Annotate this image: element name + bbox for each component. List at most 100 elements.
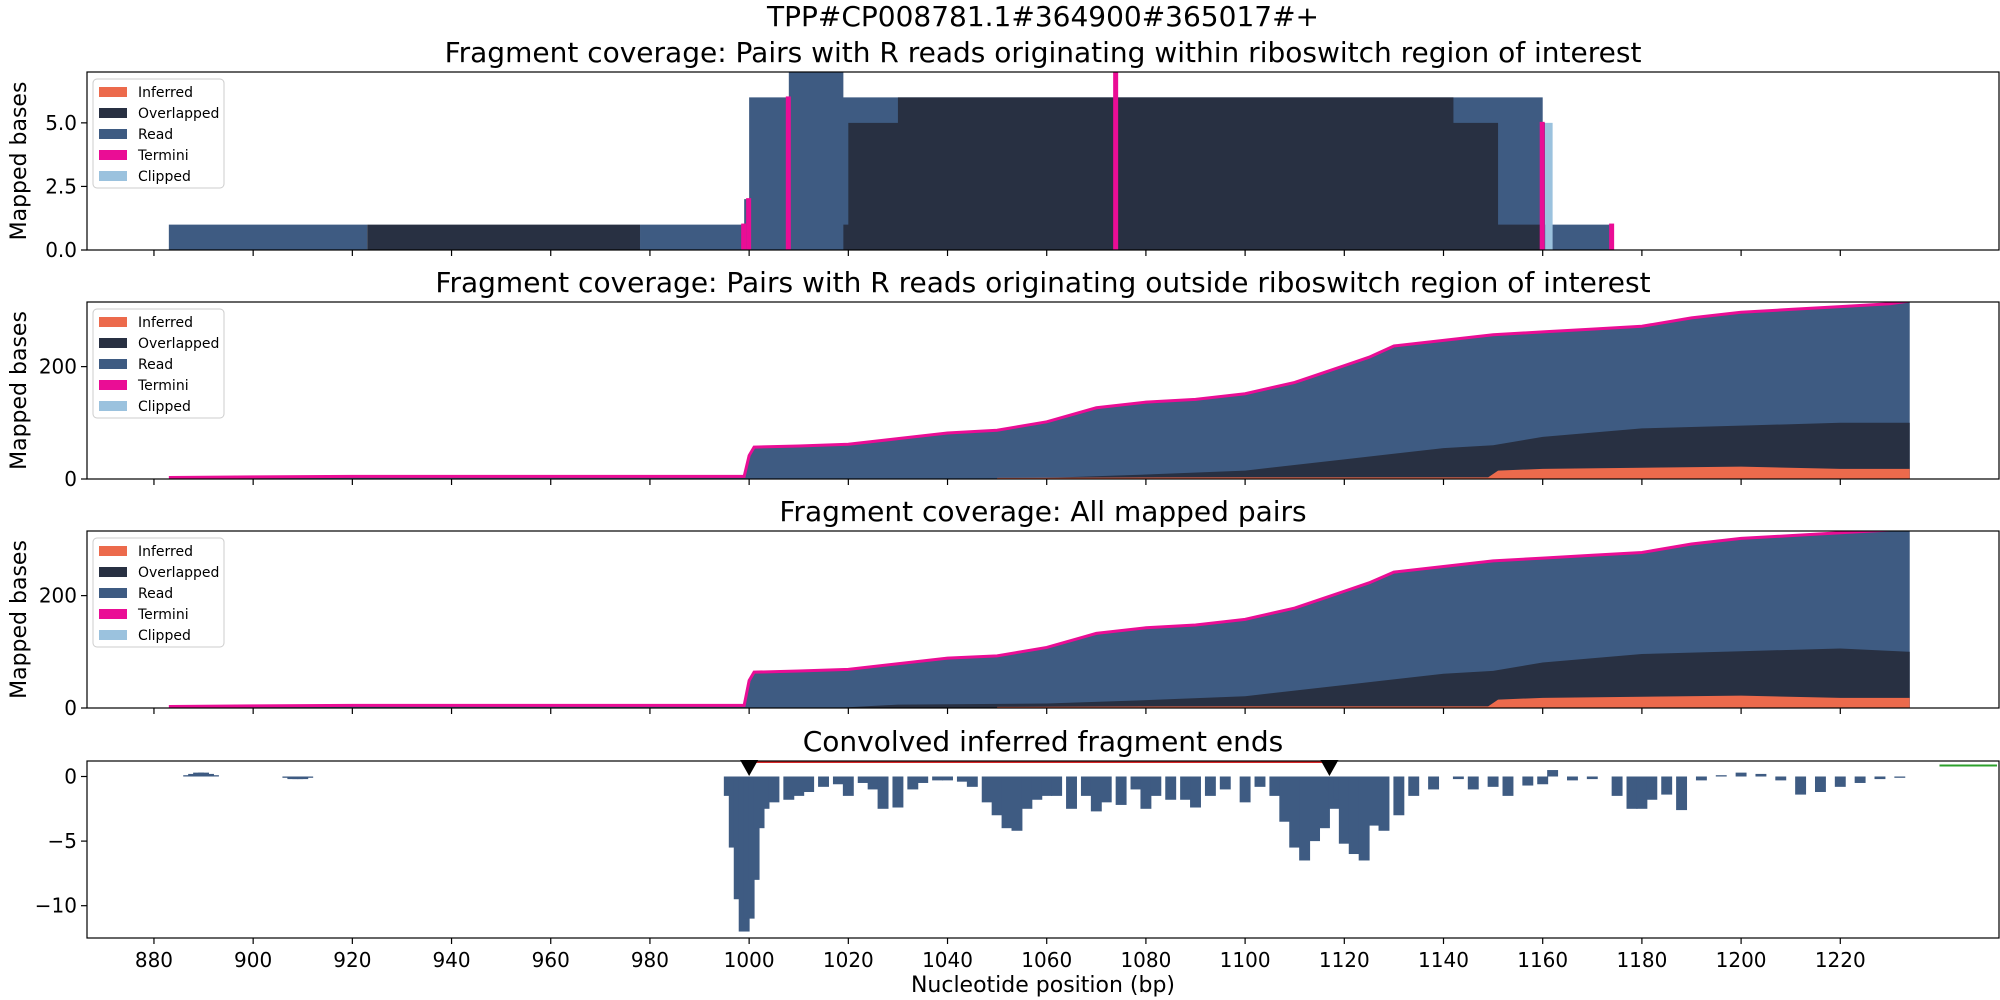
y-tick-label: 5.0 <box>45 111 77 135</box>
convolved-bar <box>966 776 978 787</box>
legend-frame <box>92 308 225 419</box>
y-tick-label: −10 <box>35 894 77 918</box>
legend-swatch-clipped <box>99 630 127 640</box>
plot-area <box>183 770 1906 932</box>
legend-swatch-termini <box>99 380 127 390</box>
convolved-bar <box>758 776 770 809</box>
legend-label-clipped: Clipped <box>138 169 191 185</box>
termini-mark <box>746 198 752 250</box>
convolved-bar <box>1452 776 1464 780</box>
convolved-bar <box>932 776 944 781</box>
convolved-bar <box>208 775 219 777</box>
series-overlapped <box>1046 422 1910 479</box>
legend-frame <box>92 537 225 648</box>
convolved-bar <box>818 776 829 787</box>
convolved-bar <box>1011 776 1023 831</box>
convolved-bar <box>1467 776 1479 790</box>
legend-swatch-clipped <box>99 171 127 181</box>
x-tick-label: 1040 <box>922 948 973 972</box>
figure-suptitle: TPP#CP008781.1#364900#365017#+ <box>766 0 1319 33</box>
x-tick-label: 1100 <box>1220 948 1271 972</box>
axes-frame <box>86 760 2000 939</box>
convolved-bar <box>1735 772 1747 777</box>
series-inferred <box>997 695 1910 708</box>
x-axis-label: Nucleotide position (bp) <box>911 973 1175 998</box>
convolved-bar <box>1309 776 1321 842</box>
convolved-bar <box>1814 776 1826 793</box>
termini-mark <box>1609 223 1615 250</box>
convolved-bar <box>1567 776 1578 781</box>
y-axis-label: Mapped bases <box>7 311 32 470</box>
y-tick-label: 0.0 <box>45 238 77 262</box>
convolved-bar <box>1031 776 1043 800</box>
panel-title: Fragment coverage: All mapped pairs <box>779 495 1306 528</box>
convolved-bar <box>1041 776 1053 796</box>
legend-label-clipped: Clipped <box>138 399 191 415</box>
convolved-bar <box>877 776 889 809</box>
y-tick-label: −5 <box>48 829 77 853</box>
series-overlapped <box>843 648 1910 708</box>
convolved-bar <box>832 776 844 785</box>
chart-panel-3: 0 200 Fragment coverage: All mapped pairs M… <box>7 495 2000 720</box>
convolved-bar <box>1279 776 1291 822</box>
y-tick-label: 200 <box>39 584 77 608</box>
convolved-bar <box>842 776 854 796</box>
legend-label-inferred: Inferred <box>138 315 193 331</box>
termini-edge <box>168 302 1910 479</box>
legend-swatch-read <box>99 588 127 598</box>
convolved-bar <box>1080 776 1092 796</box>
convolved-bar <box>1051 776 1063 796</box>
legend-label-inferred: Inferred <box>138 544 193 560</box>
convolved-bar <box>1021 776 1033 809</box>
axes-frame <box>86 530 2000 709</box>
convolved-bar <box>1358 776 1370 861</box>
series-read <box>168 302 1910 479</box>
convolved-bar <box>1239 776 1251 803</box>
x-tick-label: 1080 <box>1120 948 1171 972</box>
convolved-bar <box>1428 776 1440 790</box>
plot-area <box>168 72 1615 250</box>
legend-label-clipped: Clipped <box>138 628 191 644</box>
x-tick-label: 1020 <box>823 948 874 972</box>
x-tick-label: 1160 <box>1517 948 1568 972</box>
convolved-bar <box>1115 776 1127 805</box>
legend-label-overlapped: Overlapped <box>138 336 219 352</box>
convolved-bar <box>1502 776 1514 796</box>
convolved-bar <box>1487 776 1499 787</box>
convolved-bar <box>1180 776 1192 800</box>
convolved-bar <box>1854 776 1866 783</box>
series-overlapped <box>367 97 1543 250</box>
convolved-bar <box>793 776 805 796</box>
legend-swatch-inferred <box>99 546 127 556</box>
chart-panel-4: 0 −5 −10 880 900 920 940 960 980 1000 1020 1040 1060… <box>35 725 2000 972</box>
legend-swatch-inferred <box>99 317 127 327</box>
convolved-bar <box>1368 776 1380 826</box>
convolved-bar <box>1894 776 1906 778</box>
x-tick-label: 1220 <box>1815 948 1866 972</box>
x-tick-label: 940 <box>432 948 470 972</box>
convolved-bar <box>1611 776 1623 796</box>
convolved-bar <box>1834 776 1846 787</box>
convolved-bar <box>1626 776 1638 809</box>
convolved-bar <box>1676 776 1688 811</box>
convolved-bar <box>803 776 815 793</box>
legend-label-termini: Termini <box>137 378 189 394</box>
convolved-bar <box>1755 773 1767 777</box>
convolved-bar <box>1408 776 1420 796</box>
legend-label-termini: Termini <box>137 607 189 623</box>
convolved-bar <box>1190 776 1201 808</box>
region-marker <box>1320 760 1339 776</box>
convolved-bar <box>1393 776 1405 816</box>
legend-label-read: Read <box>138 127 173 143</box>
axes-frame <box>86 301 2000 480</box>
chart-panel-1: 0.0 2.5 5.0 Fragment coverage: Pairs with R… <box>7 36 2000 262</box>
convolved-bar <box>1269 776 1281 796</box>
plot-area <box>168 531 1910 708</box>
region-marker <box>740 760 759 776</box>
convolved-bar <box>867 776 879 790</box>
convolved-bar <box>768 776 780 803</box>
termini-mark <box>1113 72 1119 250</box>
convolved-bar <box>1348 776 1360 855</box>
x-tick-label: 900 <box>234 948 272 972</box>
convolved-bar <box>991 776 1003 816</box>
